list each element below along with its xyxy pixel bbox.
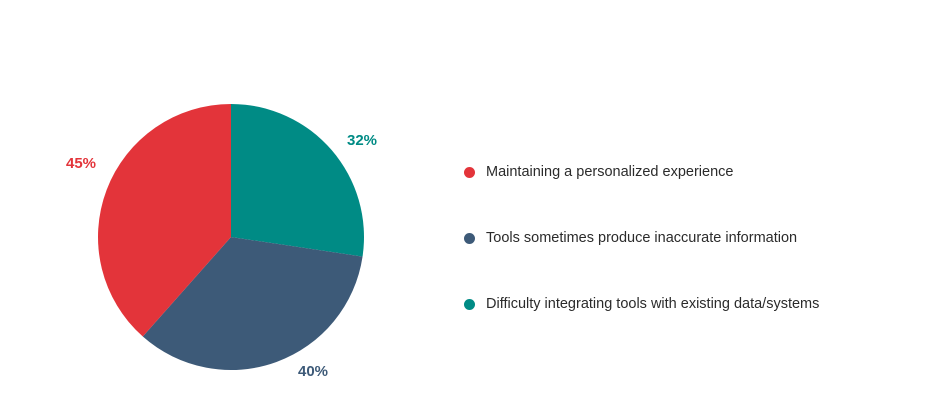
- legend-swatch-teal: [464, 298, 475, 310]
- legend-label: Tools sometimes produce inaccurate infor…: [486, 230, 798, 246]
- slice-label-integration-difficulty: 32%: [347, 132, 377, 149]
- legend-label: Maintaining a personalized experience: [486, 164, 734, 180]
- slice-label-inaccurate-information: 40%: [298, 363, 328, 380]
- slice-integration-difficulty: [231, 104, 364, 257]
- legend-item-personalized-experience: Maintaining a personalized experience: [464, 160, 819, 184]
- legend-label: Difficulty integrating tools with existi…: [486, 296, 820, 312]
- pie-slice-labels: 32% 40% 45%: [66, 132, 377, 380]
- slice-label-personalized-experience: 45%: [66, 155, 96, 172]
- pie-slices: [97, 104, 364, 371]
- chart-legend: Maintaining a personalized experience To…: [464, 160, 819, 358]
- legend-item-integration-difficulty: Difficulty integrating tools with existi…: [464, 292, 819, 316]
- legend-swatch-navy: [464, 232, 475, 244]
- slice-personalized-experience: [97, 104, 231, 337]
- legend-swatch-red: [464, 166, 475, 178]
- legend-item-inaccurate-information: Tools sometimes produce inaccurate infor…: [464, 226, 819, 250]
- slice-inaccurate-information: [142, 237, 363, 371]
